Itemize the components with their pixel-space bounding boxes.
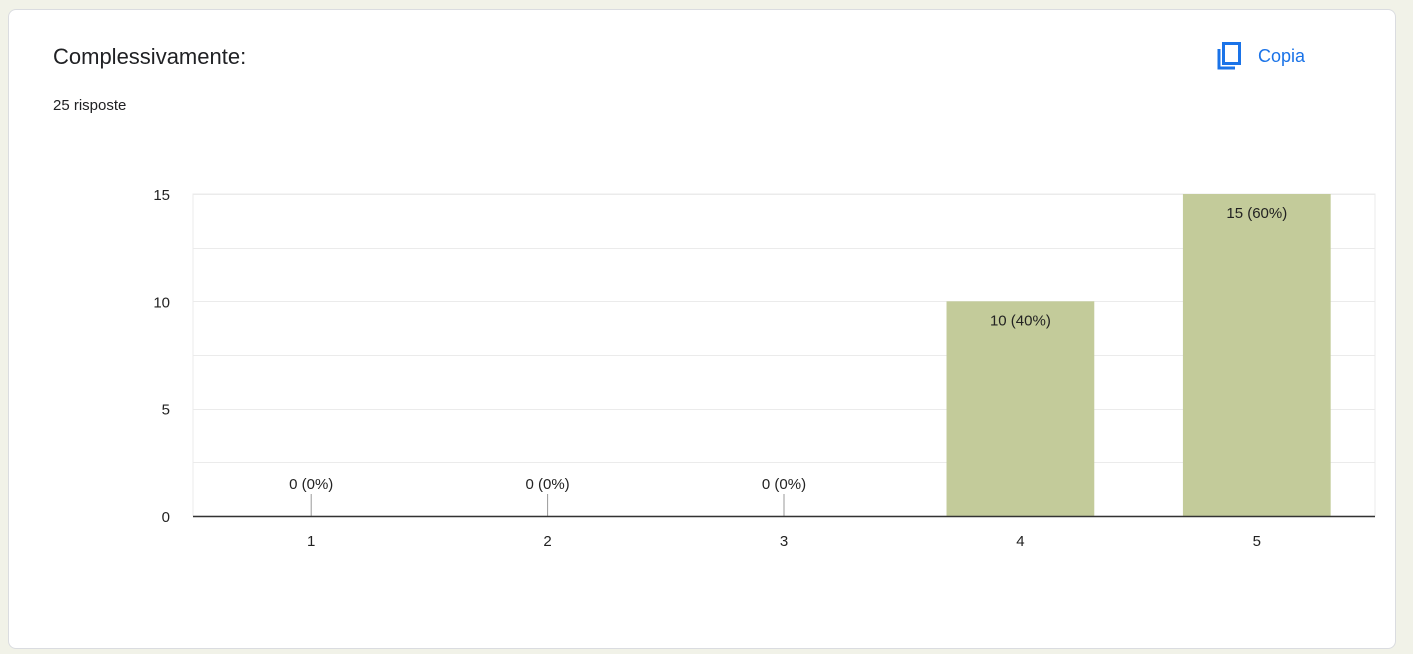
y-tick-label: 0 — [162, 509, 170, 526]
bar — [946, 301, 1095, 516]
x-tick-label: 5 — [1253, 533, 1261, 550]
y-tick-label: 10 — [153, 294, 170, 311]
x-tick-label: 1 — [307, 533, 315, 550]
copy-icon — [1217, 42, 1241, 70]
bar-data-label: 10 (40%) — [990, 312, 1051, 329]
copy-button[interactable]: Copia — [1202, 36, 1315, 76]
y-tick-label: 5 — [162, 402, 170, 419]
x-tick-label: 3 — [780, 533, 788, 550]
copy-label: Copia — [1258, 45, 1306, 66]
bar — [1182, 194, 1331, 516]
x-tick-label: 2 — [543, 533, 551, 550]
x-tick-label: 4 — [1016, 533, 1024, 550]
bar-data-label: 15 (60%) — [1226, 205, 1287, 222]
bar-data-label: 0 (0%) — [526, 476, 570, 493]
chart-card — [8, 9, 1396, 649]
response-count: 25 risposte — [53, 97, 127, 114]
bar-data-label: 0 (0%) — [289, 476, 333, 493]
question-title: Complessivamente: — [53, 44, 247, 69]
y-tick-label: 15 — [153, 187, 170, 204]
bar-data-label: 0 (0%) — [762, 476, 806, 493]
